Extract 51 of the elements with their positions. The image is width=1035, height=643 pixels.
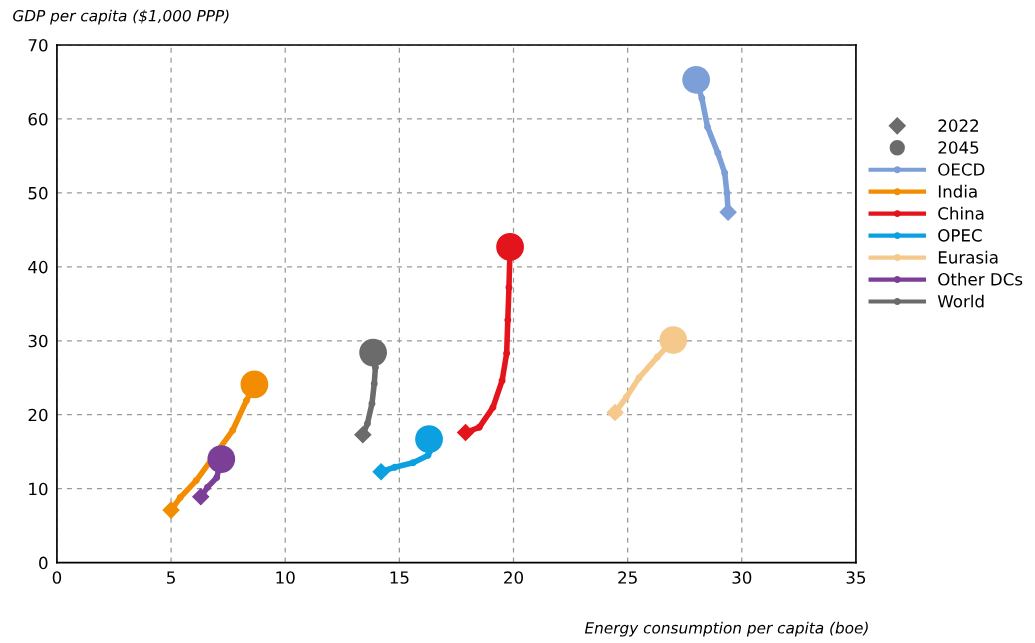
point xyxy=(213,474,221,482)
y-axis-title: GDP per capita ($1,000 PPP) xyxy=(13,9,229,25)
legend-label: World xyxy=(937,294,984,308)
x-tick-label: 0 xyxy=(52,571,62,584)
point xyxy=(370,380,378,388)
y-tick-label: 60 xyxy=(28,112,48,126)
y-tick-label: 40 xyxy=(28,260,48,274)
legend-label: Eurasia xyxy=(938,250,998,264)
point xyxy=(391,463,399,471)
x-tick-label: 5 xyxy=(167,571,175,584)
legend-label: OPEC xyxy=(938,229,982,242)
point xyxy=(409,459,417,467)
legend-label: OECD xyxy=(938,163,985,176)
x-tick-label: 30 xyxy=(732,571,752,584)
legend-label: 2022 xyxy=(938,119,979,132)
point xyxy=(368,400,376,408)
point xyxy=(229,426,237,434)
point xyxy=(363,420,371,428)
point xyxy=(242,397,250,405)
y-tick-label: 50 xyxy=(28,186,48,200)
point xyxy=(623,393,630,401)
x-tick-label: 35 xyxy=(846,571,866,584)
point xyxy=(204,483,212,491)
x-tick-label: 15 xyxy=(390,571,409,584)
x-axis-title: Energy consumption per capita (boe) xyxy=(584,621,868,637)
legend-label: Other DCs xyxy=(938,272,1023,286)
point xyxy=(653,353,661,361)
point xyxy=(489,403,497,411)
y-tick-label: 70 xyxy=(28,38,48,52)
point xyxy=(504,316,512,324)
point xyxy=(498,377,506,385)
y-tick-label: 0 xyxy=(39,556,48,570)
point xyxy=(721,169,729,177)
x-tick-label: 20 xyxy=(504,571,523,584)
point xyxy=(635,374,643,382)
point xyxy=(698,94,706,102)
y-tick-label: 10 xyxy=(29,482,48,496)
y-tick-label: 30 xyxy=(28,334,48,348)
point xyxy=(723,189,731,197)
y-tick-label: 20 xyxy=(28,408,48,422)
point xyxy=(192,477,200,485)
x-tick-label: 25 xyxy=(618,571,637,584)
point xyxy=(714,149,722,157)
x-tick-label: 10 xyxy=(276,571,295,584)
point xyxy=(475,423,483,431)
point xyxy=(704,123,712,131)
legend-label: India xyxy=(938,184,977,198)
legend-label: China xyxy=(938,206,984,220)
legend-label: 2045 xyxy=(938,141,979,154)
point xyxy=(176,494,184,502)
point xyxy=(424,451,432,459)
